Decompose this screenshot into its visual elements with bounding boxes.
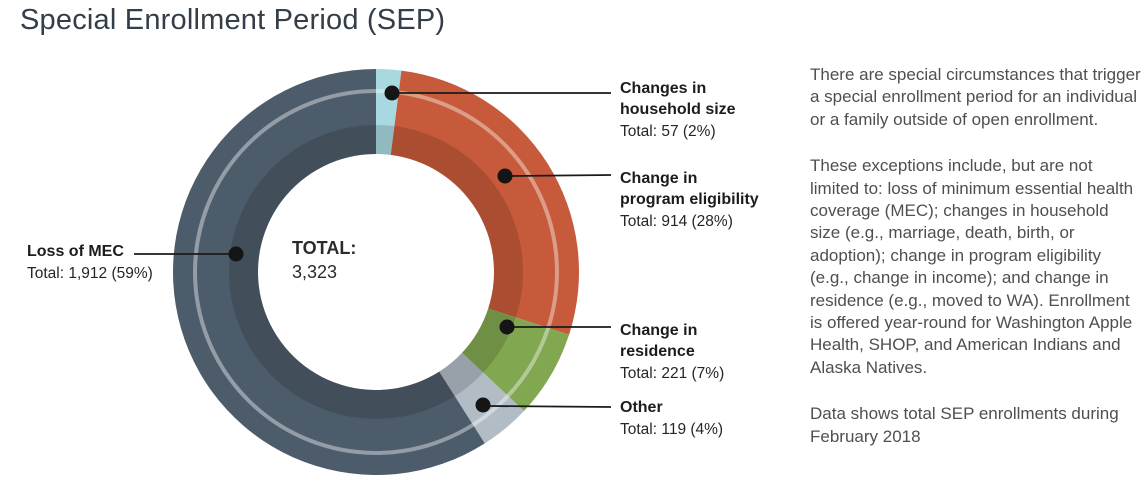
donut-segment-2 (462, 308, 570, 411)
page-title: Special Enrollment Period (SEP) (20, 4, 446, 36)
callout-label: Other (620, 399, 663, 416)
donut-center-label: TOTAL: 3,323 (292, 236, 356, 284)
callout-label: Loss of MEC (27, 243, 124, 260)
callout-dot (497, 168, 513, 184)
callout-total: Total: 1,912 (59%) (27, 265, 153, 282)
callout-total: Total: 221 (7%) (620, 365, 725, 382)
description-paragraph-3: Data shows total SEP enrollments during … (810, 404, 1119, 446)
donut-total-heading: TOTAL: (292, 238, 357, 258)
donut-highlight-ring (193, 89, 559, 455)
description-paragraph-1: There are special circumstances that tri… (810, 65, 1141, 129)
description-paragraph-2: These exceptions include, but are not li… (810, 156, 1134, 377)
callout-household-size: Changes in household size Total: 57 (2%) (620, 78, 736, 142)
callout-dot (499, 319, 515, 335)
donut-segment-1 (390, 70, 579, 335)
callout-residence: Change in residence Total: 221 (7%) (620, 320, 724, 384)
callout-line (510, 174, 612, 177)
callout-total: Total: 119 (4%) (620, 421, 724, 438)
callout-label: Change in program eligibility (620, 170, 759, 208)
donut-segment-4 (172, 69, 485, 476)
donut-inner-shadow (229, 125, 523, 419)
callout-other: Other Total: 119 (4%) (620, 397, 723, 440)
callout-program-eligibility: Change in program eligibility Total: 914… (620, 168, 759, 232)
callout-label: Change in residence (620, 322, 698, 360)
callout-label: Changes in household size (620, 80, 736, 118)
donut-total-value: 3,323 (292, 262, 338, 282)
callout-total: Total: 914 (28%) (620, 213, 733, 230)
callout-loss-of-mec: Loss of MEC Total: 1,912 (59%) (27, 241, 153, 284)
description-text: There are special circumstances that tri… (810, 64, 1142, 448)
callout-line (488, 405, 612, 408)
callout-total: Total: 57 (2%) (620, 123, 716, 140)
callout-dot (475, 397, 491, 413)
callout-dot (384, 85, 400, 101)
callout-dot (228, 246, 244, 262)
